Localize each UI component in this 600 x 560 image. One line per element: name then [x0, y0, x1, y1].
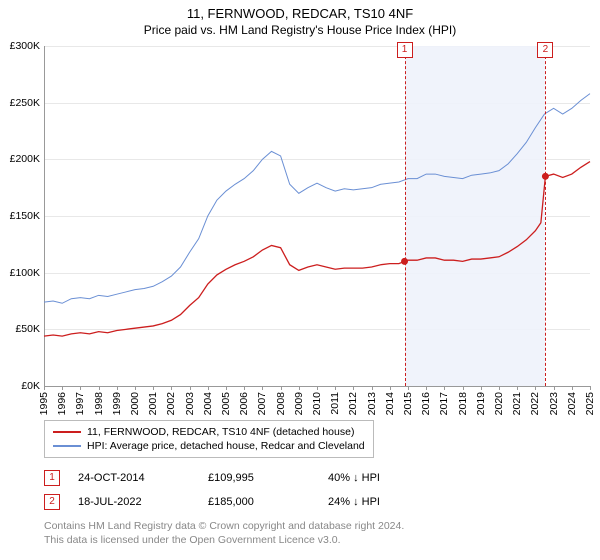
- x-tick-label: 2019: [475, 392, 487, 415]
- event-line: [545, 46, 546, 386]
- footer-line: Contains HM Land Registry data © Crown c…: [44, 520, 404, 534]
- x-tick-label: 2020: [493, 392, 505, 415]
- chart-subtitle: Price paid vs. HM Land Registry's House …: [0, 21, 600, 41]
- footer-line: This data is licensed under the Open Gov…: [44, 534, 404, 548]
- x-tick-label: 1997: [74, 392, 86, 415]
- chart-title: 11, FERNWOOD, REDCAR, TS10 4NF: [0, 0, 600, 21]
- sale-marker: 1: [44, 470, 60, 486]
- sale-price: £185,000: [208, 496, 328, 508]
- x-tick-label: 2003: [184, 392, 196, 415]
- x-tick-label: 2004: [202, 392, 214, 415]
- x-tick-label: 2023: [548, 392, 560, 415]
- event-marker: 2: [537, 42, 553, 58]
- x-tick-label: 2016: [420, 392, 432, 415]
- x-tick-label: 2021: [511, 392, 523, 415]
- legend: 11, FERNWOOD, REDCAR, TS10 4NF (detached…: [44, 420, 374, 458]
- event-line: [405, 46, 406, 386]
- x-tick-label: 2025: [584, 392, 596, 415]
- y-tick-label: £250K: [0, 97, 40, 109]
- x-tick-label: 1995: [38, 392, 50, 415]
- legend-swatch: [53, 431, 81, 433]
- chart-container: 11, FERNWOOD, REDCAR, TS10 4NF Price pai…: [0, 0, 600, 560]
- line-chart: [44, 46, 590, 386]
- x-tick-label: 1996: [56, 392, 68, 415]
- y-tick-label: £50K: [0, 323, 40, 335]
- sale-delta: 40% ↓ HPI: [328, 472, 380, 484]
- x-tick-label: 2008: [275, 392, 287, 415]
- x-tick-label: 2013: [366, 392, 378, 415]
- legend-item: 11, FERNWOOD, REDCAR, TS10 4NF (detached…: [53, 425, 365, 439]
- y-tick-label: £0K: [0, 380, 40, 392]
- x-tick-label: 2017: [438, 392, 450, 415]
- footer: Contains HM Land Registry data © Crown c…: [44, 520, 404, 547]
- x-tick-label: 2015: [402, 392, 414, 415]
- series-line: [44, 162, 590, 337]
- sale-date: 24-OCT-2014: [78, 472, 208, 484]
- legend-label: HPI: Average price, detached house, Redc…: [87, 440, 365, 452]
- x-tick-label: 2018: [457, 392, 469, 415]
- legend-label: 11, FERNWOOD, REDCAR, TS10 4NF (detached…: [87, 426, 354, 438]
- y-tick-label: £300K: [0, 40, 40, 52]
- sales-table: 1 24-OCT-2014 £109,995 40% ↓ HPI 2 18-JU…: [44, 466, 564, 514]
- y-tick-label: £200K: [0, 153, 40, 165]
- sale-price: £109,995: [208, 472, 328, 484]
- x-tick-label: 2014: [384, 392, 396, 415]
- sale-date: 18-JUL-2022: [78, 496, 208, 508]
- x-tick-label: 2002: [165, 392, 177, 415]
- x-tick-label: 1998: [93, 392, 105, 415]
- sale-row: 2 18-JUL-2022 £185,000 24% ↓ HPI: [44, 490, 564, 514]
- x-tick-label: 2011: [329, 392, 341, 415]
- x-tick-label: 2009: [293, 392, 305, 415]
- series-line: [44, 94, 590, 304]
- y-tick-label: £100K: [0, 267, 40, 279]
- x-tick-label: 2012: [347, 392, 359, 415]
- legend-swatch: [53, 445, 81, 447]
- x-tick-label: 2000: [129, 392, 141, 415]
- sale-marker: 2: [44, 494, 60, 510]
- x-tick-label: 2010: [311, 392, 323, 415]
- y-tick-label: £150K: [0, 210, 40, 222]
- x-tick-label: 2007: [256, 392, 268, 415]
- event-marker: 1: [397, 42, 413, 58]
- sale-row: 1 24-OCT-2014 £109,995 40% ↓ HPI: [44, 466, 564, 490]
- x-tick-label: 2005: [220, 392, 232, 415]
- x-tick-label: 2001: [147, 392, 159, 415]
- x-tick-label: 2024: [566, 392, 578, 415]
- x-tick-label: 2022: [529, 392, 541, 415]
- x-tick-label: 1999: [111, 392, 123, 415]
- sale-delta: 24% ↓ HPI: [328, 496, 380, 508]
- x-tick-label: 2006: [238, 392, 250, 415]
- legend-item: HPI: Average price, detached house, Redc…: [53, 439, 365, 453]
